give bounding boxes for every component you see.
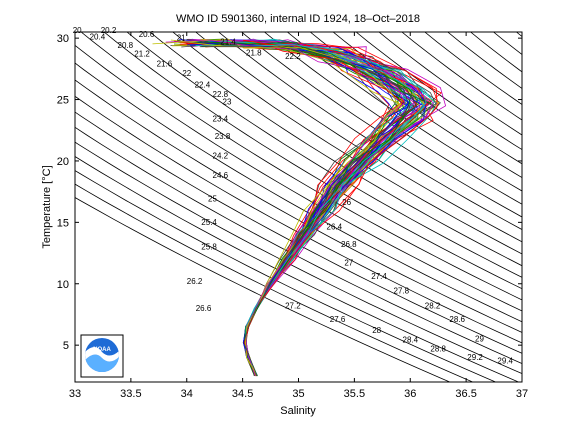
density-label-20: 25.4 [201, 218, 217, 227]
density-label-32: 29.4 [497, 357, 513, 366]
density-label-35: 27.2 [285, 301, 301, 310]
isopycnal-line-11 [80, 32, 522, 301]
profile-69 [199, 46, 418, 377]
isopycnal-line-18 [241, 32, 522, 218]
density-label-15: 23.4 [213, 115, 229, 124]
density-label-14: 23 [223, 98, 232, 107]
x-axis-ticks: 33 33.5 34 34.5 35 35.5 36 36.5 37 [69, 32, 528, 400]
isopycnal-line-2 [75, 170, 497, 382]
isopycnal-line-6 [75, 111, 522, 354]
density-label-19: 25 [208, 195, 217, 204]
isopycnal-line-5 [75, 126, 522, 364]
isopycnal-line-7 [75, 95, 522, 344]
isopycnal-line-14 [149, 32, 522, 267]
density-label-37: 28 [372, 326, 381, 335]
isopycnal-line-8 [75, 79, 522, 333]
isopycnal-line-20 [287, 32, 522, 192]
y-tick-label-0: 5 [63, 340, 69, 352]
density-label-24: 26.8 [341, 240, 357, 249]
isopycnal-line-17 [218, 32, 522, 230]
density-label-10: 21.6 [157, 59, 173, 68]
density-label-23: 26.4 [327, 223, 343, 232]
density-label-2: 20.6 [139, 30, 155, 39]
density-label-26: 27.4 [371, 272, 387, 281]
x-tick-label-3: 34.5 [232, 388, 253, 400]
density-label-16: 23.8 [215, 132, 231, 141]
density-label-9: 22.2 [285, 52, 301, 61]
density-label-34: 26.6 [196, 304, 212, 313]
isopycnal-contours [75, 32, 522, 382]
density-label-33: 26.2 [187, 277, 203, 286]
density-label-21: 25.8 [201, 242, 217, 251]
y-tick-label-5: 30 [57, 33, 69, 45]
noaa-logo-text: NOAA [93, 347, 111, 353]
isopycnal-line-16 [195, 32, 522, 243]
isopycnal-line-15 [172, 32, 522, 255]
density-label-29: 28.6 [449, 315, 465, 324]
chart-title: WMO ID 5901360, internal ID 1924, 18–Oct… [176, 13, 420, 25]
x-tick-label-8: 37 [516, 388, 528, 400]
y-tick-label-2: 15 [57, 217, 69, 229]
x-tick-label-4: 35 [292, 388, 304, 400]
density-label-7: 21.2 [134, 50, 150, 59]
density-label-18: 24.6 [213, 171, 229, 180]
isopycnal-line-10 [75, 44, 522, 312]
y-tick-label-1: 10 [57, 279, 69, 291]
density-label-3: 20.4 [90, 32, 106, 41]
density-label-25: 27 [344, 258, 353, 267]
density-label-13: 22.8 [213, 90, 229, 99]
density-label-27: 27.8 [394, 287, 410, 296]
profile-66 [199, 44, 426, 377]
isopycnal-line-24 [378, 32, 522, 136]
density-label-11: 22 [182, 69, 191, 78]
isopycnal-line-4 [75, 141, 522, 375]
y-axis-ticks: 5 10 15 20 25 30 [57, 33, 522, 352]
density-label-22: 26 [342, 198, 351, 207]
x-tick-label-7: 36.5 [455, 388, 476, 400]
density-labels: 20 20.2 20.6 20.4 21 20.8 21.4 21.2 21.8 22.2 21.6… [73, 26, 514, 365]
density-label-30: 29 [475, 335, 484, 344]
density-label-36: 27.6 [330, 315, 346, 324]
isopycnal-line-25 [401, 32, 522, 121]
isopycnal-line-19 [264, 32, 522, 205]
isopycnal-line-12 [103, 32, 522, 290]
y-tick-label-3: 20 [57, 156, 69, 168]
noaa-logo: NOAA [80, 334, 124, 378]
x-axis-label: Salinity [280, 405, 316, 417]
x-tick-label-6: 36 [404, 388, 416, 400]
x-tick-label-1: 33.5 [120, 388, 141, 400]
x-tick-label-0: 33 [69, 388, 81, 400]
isopycnal-line-0 [75, 197, 451, 382]
isopycnal-line-13 [126, 32, 522, 278]
isopycnal-line-26 [424, 32, 522, 105]
density-label-5: 20.8 [118, 41, 134, 50]
profile-lines [152, 38, 447, 377]
isopycnal-line-1 [75, 183, 474, 382]
isopycnal-line-3 [75, 156, 520, 382]
y-tick-label-4: 25 [57, 95, 69, 107]
density-label-17: 24.2 [213, 152, 229, 161]
density-label-31: 29.2 [467, 353, 483, 362]
density-label-0: 20 [73, 26, 82, 35]
profile-68 [170, 39, 400, 377]
density-label-12: 22.4 [195, 80, 211, 89]
density-label-4: 21 [177, 34, 186, 43]
x-tick-label-5: 35.5 [344, 388, 365, 400]
density-label-39: 28.8 [430, 344, 446, 353]
density-label-8: 21.8 [246, 48, 262, 57]
density-label-1: 20.2 [101, 26, 117, 35]
isopycnal-line-23 [355, 32, 522, 151]
density-label-38: 28.4 [403, 336, 419, 345]
x-tick-label-2: 34 [181, 388, 193, 400]
density-label-6: 21.4 [220, 37, 236, 46]
y-axis-label: Temperature [°C] [41, 165, 53, 248]
density-label-28: 28.2 [425, 301, 441, 310]
